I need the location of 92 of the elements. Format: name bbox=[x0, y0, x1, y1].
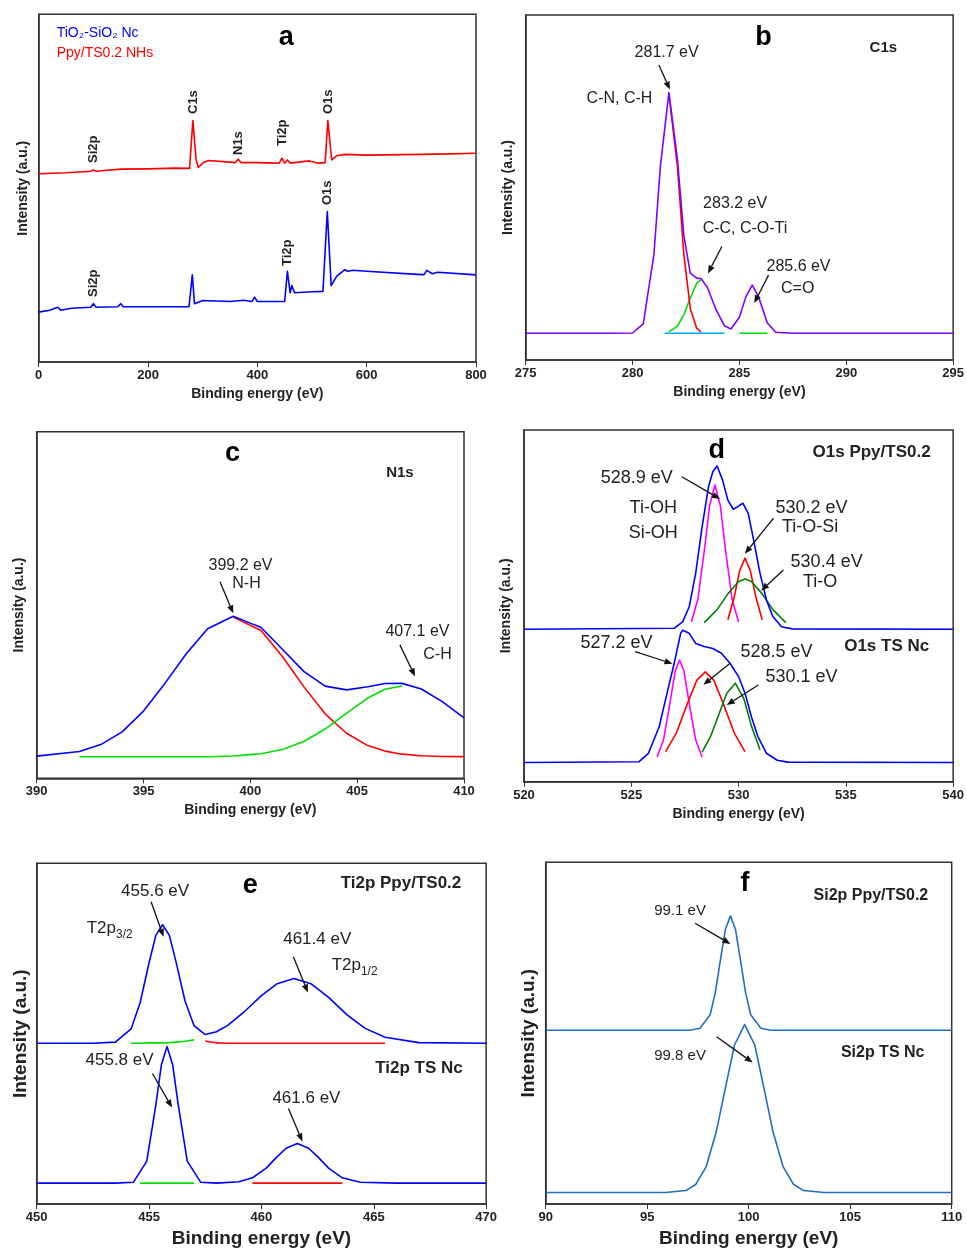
x-tick-label: 280 bbox=[621, 365, 644, 380]
annotation: 283.2 eV bbox=[703, 194, 768, 213]
annotation: Si2p bbox=[85, 269, 101, 297]
chart-title: a bbox=[278, 21, 294, 53]
annotation: Ti2p bbox=[273, 119, 290, 147]
x-tick-label: 530 bbox=[727, 786, 750, 802]
x-tick-label: 525 bbox=[620, 786, 643, 802]
x-tick-label: 200 bbox=[137, 367, 159, 383]
annotation: C-N, C-H bbox=[586, 89, 653, 107]
annotation: C-C, C-O-Ti bbox=[702, 219, 788, 237]
x-tick-label: 465 bbox=[362, 1209, 385, 1225]
annotation: Si2p bbox=[85, 135, 101, 163]
annotation: 99.1 eV bbox=[654, 900, 706, 919]
x-axis-title: Binding energy (eV) bbox=[184, 801, 317, 818]
x-tick-label: 275 bbox=[514, 365, 537, 380]
annotation: Si-OH bbox=[628, 521, 678, 543]
y-axis-title: Intensity (a.u.) bbox=[516, 968, 538, 1098]
x-tick-label: 290 bbox=[835, 365, 858, 380]
annotation: N1s bbox=[230, 131, 246, 156]
annotation: 530.1 eV bbox=[765, 666, 838, 688]
y-axis-title: Intensity (a.u.) bbox=[9, 557, 26, 653]
y-axis-title: Intensity (a.u.) bbox=[498, 140, 515, 235]
annotation: O1s bbox=[319, 180, 335, 205]
annotation: 530.4 eV bbox=[790, 550, 863, 572]
chart-title: b bbox=[755, 20, 772, 52]
x-tick-label: 390 bbox=[25, 783, 48, 799]
text: N-H bbox=[232, 574, 261, 592]
x-tick-label: 100 bbox=[737, 1209, 760, 1225]
x-axis-title: Binding energy (eV) bbox=[658, 1227, 839, 1248]
chart-title: f bbox=[740, 867, 750, 899]
annotation: 527.2 eV bbox=[580, 631, 653, 653]
x-tick-label: 400 bbox=[239, 783, 262, 799]
annotation: 528.9 eV bbox=[600, 467, 673, 489]
annotation: C=O bbox=[780, 279, 815, 298]
x-tick-label: 450 bbox=[25, 1209, 48, 1225]
annotation: Ti-OH bbox=[629, 497, 677, 519]
text: TiO₂-SiO₂ Nc bbox=[56, 24, 139, 41]
chart-title: e bbox=[242, 869, 258, 900]
x-tick-label: 600 bbox=[355, 367, 378, 383]
x-tick-label: 455 bbox=[138, 1209, 160, 1225]
x-axis-title: Binding energy (eV) bbox=[672, 804, 805, 821]
annotation: 281.7 eV bbox=[634, 42, 699, 61]
annotation: 407.1 eV bbox=[385, 621, 450, 640]
x-tick-label: 295 bbox=[942, 365, 965, 380]
x-axis-title: Binding energy (eV) bbox=[673, 382, 806, 399]
annotation: T2p$_{1/2}$ bbox=[331, 954, 378, 978]
annotation: 455.8 eV bbox=[85, 1049, 154, 1070]
x-tick-label: 540 bbox=[942, 786, 965, 802]
annotation: T2p$_{3/2}$ bbox=[86, 918, 133, 941]
x-tick-label: 460 bbox=[250, 1209, 273, 1225]
x-tick-label: 95 bbox=[639, 1209, 655, 1225]
annotation: 461.4 eV bbox=[283, 928, 352, 949]
annotation: 99.8 eV bbox=[654, 1045, 706, 1064]
text: Ppy/TS0.2 NHs bbox=[56, 44, 154, 61]
y-axis-title: Intensity (a.u.) bbox=[497, 558, 513, 654]
text: N1s bbox=[386, 462, 414, 480]
annotation: Ti-O bbox=[802, 570, 838, 592]
annotation: Si2p TS Nc bbox=[840, 1043, 925, 1062]
annotation: C-H bbox=[423, 645, 452, 663]
chart-title: c bbox=[224, 436, 240, 468]
x-tick-label: 105 bbox=[839, 1209, 862, 1225]
x-tick-label: 0 bbox=[35, 367, 43, 383]
x-tick-label: 470 bbox=[475, 1209, 498, 1225]
x-tick-label: 800 bbox=[465, 367, 487, 383]
text: Si2p Ppy/TS0.2 bbox=[813, 886, 929, 904]
y-axis-title: Intensity (a.u.) bbox=[8, 969, 30, 1099]
y-axis-title: Intensity (a.u.) bbox=[13, 140, 30, 236]
annotation: 461.6 eV bbox=[272, 1087, 341, 1108]
chart-title: d bbox=[708, 434, 726, 465]
x-tick-label: 110 bbox=[941, 1209, 963, 1225]
annotation: 399.2 eV bbox=[208, 556, 273, 574]
annotation: O1s bbox=[319, 88, 336, 114]
x-tick-label: 285 bbox=[728, 365, 751, 380]
x-tick-label: 520 bbox=[513, 786, 535, 802]
annotation: C1s bbox=[184, 89, 200, 114]
x-axis-title: Binding energy (eV) bbox=[171, 1227, 352, 1248]
text: C1s bbox=[869, 37, 898, 55]
x-axis-title: Binding energy (eV) bbox=[191, 385, 324, 401]
annotation: O1s TS Nc bbox=[844, 635, 930, 656]
text: O1s Ppy/TS0.2 bbox=[812, 441, 931, 462]
x-tick-label: 405 bbox=[346, 783, 369, 799]
x-tick-label: 395 bbox=[132, 783, 155, 799]
annotation: 455.6 eV bbox=[121, 880, 190, 901]
annotation: 528.5 eV bbox=[740, 640, 813, 662]
x-tick-label: 90 bbox=[538, 1209, 553, 1225]
text: Ti2p Ppy/TS0.2 bbox=[340, 872, 462, 892]
annotation: 285.6 eV bbox=[766, 257, 831, 275]
x-tick-label: 410 bbox=[453, 783, 475, 799]
annotation: Ti2p TS Nc bbox=[375, 1057, 463, 1078]
annotation: Ti2p bbox=[279, 239, 295, 267]
x-tick-label: 400 bbox=[246, 367, 269, 383]
x-tick-label: 535 bbox=[835, 786, 857, 802]
